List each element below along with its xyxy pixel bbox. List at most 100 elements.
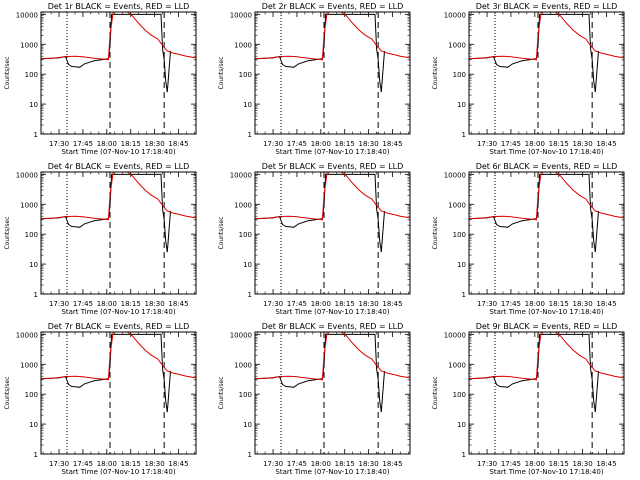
plot-frame [254, 171, 411, 295]
x-tick-label: 18:45 [382, 460, 402, 468]
x-tick-label: 17:30 [477, 460, 497, 468]
y-tick-label: 10000 [16, 171, 38, 179]
x-axis-label: Start Time (07-Nov-10 17:18:40) [489, 468, 603, 476]
y-tick-label: 1000 [234, 361, 252, 369]
series-lld-line [41, 172, 196, 221]
y-axis-label: Counts/sec [218, 376, 225, 409]
chart-panel-8: Det 8r BLACK = Events, RED = LLD Counts/s… [218, 322, 411, 476]
x-tick-label: 18:15 [549, 300, 569, 308]
x-tick-label: 18:30 [359, 140, 379, 148]
y-tick-label: 1 [248, 451, 252, 459]
x-tick-label: 17:30 [263, 300, 283, 308]
series-events-line [41, 173, 171, 253]
y-tick-label: 100 [453, 391, 466, 399]
y-tick-label: 100 [239, 391, 252, 399]
x-tick-label: 17:30 [49, 300, 69, 308]
x-axis-label: Start Time (07-Nov-10 17:18:40) [489, 148, 603, 156]
y-tick-label: 1 [34, 451, 38, 459]
x-tick-label: 18:45 [596, 460, 616, 468]
series-lld-line [255, 12, 410, 61]
series-events-line [41, 333, 171, 413]
y-tick-label: 10000 [230, 11, 252, 19]
x-tick-label: 18:30 [359, 300, 379, 308]
chart-panel-1: Det 1r BLACK = Events, RED = LLD Counts/s… [4, 2, 197, 156]
y-tick-label: 1 [462, 131, 466, 139]
y-tick-label: 1 [34, 291, 38, 299]
x-tick-label: 18:30 [145, 300, 165, 308]
plot-frame [468, 331, 625, 455]
series-lld-line [255, 172, 410, 221]
x-tick-label: 18:15 [549, 460, 569, 468]
y-tick-label: 10 [29, 101, 38, 109]
chart-panel-3: Det 3r BLACK = Events, RED = LLD Counts/s… [432, 2, 625, 156]
x-tick-label: 18:00 [97, 300, 117, 308]
chart-panel-9: Det 9r BLACK = Events, RED = LLD Counts/s… [432, 322, 625, 476]
y-axis-label: Counts/sec [4, 376, 11, 409]
series-lld-line [255, 332, 410, 381]
chart-panel-4: Det 4r BLACK = Events, RED = LLD Counts/s… [4, 162, 197, 316]
series-events-line [469, 333, 599, 413]
x-tick-label: 18:30 [573, 460, 593, 468]
chart-title: Det 3r BLACK = Events, RED = LLD [476, 2, 618, 11]
y-tick-label: 10000 [444, 331, 466, 339]
chart-title: Det 5r BLACK = Events, RED = LLD [262, 162, 404, 171]
x-axis-label: Start Time (07-Nov-10 17:18:40) [61, 148, 175, 156]
y-tick-label: 10000 [230, 331, 252, 339]
y-tick-label: 1 [248, 291, 252, 299]
chart-title: Det 9r BLACK = Events, RED = LLD [476, 322, 618, 331]
y-tick-label: 10 [243, 421, 252, 429]
x-tick-label: 18:00 [525, 140, 545, 148]
x-tick-label: 18:15 [335, 300, 355, 308]
x-tick-label: 18:00 [311, 300, 331, 308]
x-tick-label: 18:45 [382, 140, 402, 148]
x-axis-label: Start Time (07-Nov-10 17:18:40) [61, 308, 175, 316]
y-tick-label: 100 [25, 231, 38, 239]
x-tick-label: 18:45 [596, 140, 616, 148]
series-lld-line [41, 332, 196, 381]
y-tick-label: 10 [457, 261, 466, 269]
y-tick-label: 100 [239, 231, 252, 239]
x-tick-label: 17:30 [477, 300, 497, 308]
y-tick-label: 1000 [20, 201, 38, 209]
y-tick-label: 10 [243, 261, 252, 269]
chart-title: Det 4r BLACK = Events, RED = LLD [48, 162, 190, 171]
x-tick-label: 18:30 [359, 460, 379, 468]
x-tick-label: 18:15 [121, 460, 141, 468]
y-tick-label: 10000 [230, 171, 252, 179]
x-tick-label: 17:45 [287, 300, 307, 308]
series-lld-line [469, 332, 624, 381]
x-tick-label: 18:45 [168, 140, 188, 148]
series-events-line [255, 173, 385, 253]
y-tick-label: 10 [243, 101, 252, 109]
x-tick-label: 18:00 [97, 140, 117, 148]
y-tick-label: 10000 [444, 171, 466, 179]
y-tick-label: 1 [462, 291, 466, 299]
y-axis-label: Counts/sec [218, 216, 225, 249]
y-tick-label: 100 [25, 391, 38, 399]
chart-title: Det 7r BLACK = Events, RED = LLD [48, 322, 190, 331]
chart-title: Det 2r BLACK = Events, RED = LLD [262, 2, 404, 11]
y-axis-label: Counts/sec [432, 56, 439, 89]
x-tick-label: 17:30 [49, 140, 69, 148]
plot-frame [468, 11, 625, 135]
y-tick-label: 10 [457, 101, 466, 109]
x-tick-label: 17:45 [73, 140, 93, 148]
x-tick-label: 18:00 [311, 460, 331, 468]
chart-title: Det 8r BLACK = Events, RED = LLD [262, 322, 404, 331]
x-axis-label: Start Time (07-Nov-10 17:18:40) [61, 468, 175, 476]
x-tick-label: 18:30 [145, 460, 165, 468]
x-tick-label: 18:15 [335, 460, 355, 468]
plot-frame [468, 171, 625, 295]
y-tick-label: 100 [239, 71, 252, 79]
series-lld-line [41, 12, 196, 61]
series-events-line [255, 13, 385, 93]
x-tick-label: 17:30 [477, 140, 497, 148]
x-tick-label: 18:45 [382, 300, 402, 308]
x-tick-label: 18:45 [596, 300, 616, 308]
chart-panel-5: Det 5r BLACK = Events, RED = LLD Counts/s… [218, 162, 411, 316]
series-lld-line [469, 172, 624, 221]
y-tick-label: 1 [248, 131, 252, 139]
x-axis-label: Start Time (07-Nov-10 17:18:40) [275, 148, 389, 156]
y-tick-label: 1000 [448, 41, 466, 49]
